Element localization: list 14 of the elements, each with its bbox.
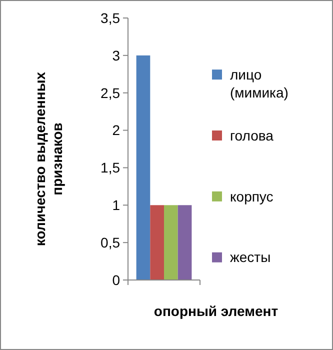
y-tick-label: 0,5: [100, 234, 120, 250]
y-axis-title: количество выделенных признаков: [32, 72, 65, 246]
x-axis-title: опорный элемент: [154, 303, 278, 319]
legend-label: голова: [230, 127, 274, 144]
y-tick-label: 3,5: [100, 10, 120, 26]
legend-label: корпус: [230, 188, 274, 204]
y-tick-label: 2: [112, 122, 120, 138]
y-tick-label: 1,5: [100, 160, 120, 176]
y-tick-label: 3: [112, 47, 120, 64]
y-tick-label: 1: [112, 197, 120, 214]
legend-label: лицо (мимика): [230, 66, 288, 100]
y-tick-label: 0: [112, 272, 120, 288]
y-tick-label: 2,5: [100, 84, 120, 101]
legend-label: жесты: [230, 249, 271, 266]
